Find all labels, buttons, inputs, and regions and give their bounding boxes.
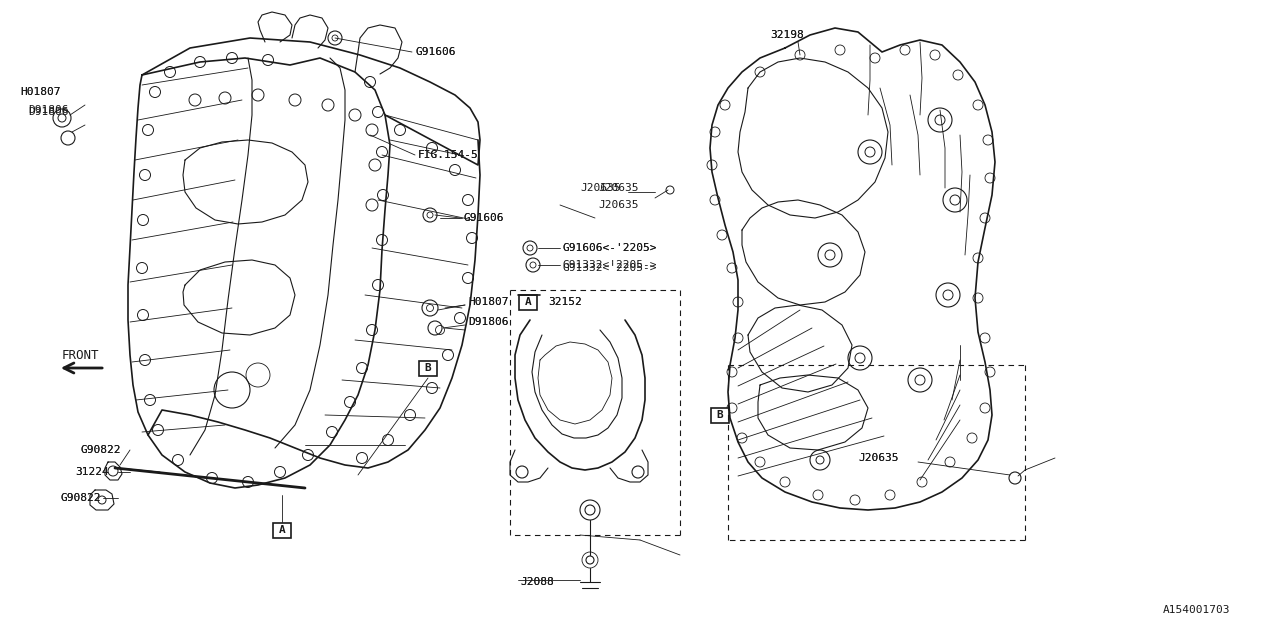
Text: G91606: G91606: [463, 213, 503, 223]
Text: 32198: 32198: [771, 30, 804, 40]
Text: D91806: D91806: [28, 107, 69, 117]
Text: J20635: J20635: [580, 183, 621, 193]
Text: 32152: 32152: [548, 297, 581, 307]
Text: G91332<'2205->: G91332<'2205->: [562, 263, 657, 273]
Text: G91332<'2205->: G91332<'2205->: [562, 260, 657, 270]
Text: H01807: H01807: [468, 297, 508, 307]
Text: D91806: D91806: [468, 317, 508, 327]
Text: A: A: [279, 525, 285, 535]
Text: H01807: H01807: [20, 87, 60, 97]
Text: G91606<-'2205>: G91606<-'2205>: [562, 243, 657, 253]
Text: G91606: G91606: [415, 47, 456, 57]
Text: G91606<-'2205>: G91606<-'2205>: [562, 243, 657, 253]
Text: J20635: J20635: [598, 183, 639, 193]
Text: G91606: G91606: [463, 213, 503, 223]
Text: G91606: G91606: [415, 47, 456, 57]
Text: B: B: [425, 363, 431, 373]
Text: J20635: J20635: [858, 453, 899, 463]
Text: G90822: G90822: [60, 493, 101, 503]
Text: A154001703: A154001703: [1162, 605, 1230, 615]
Text: 31224: 31224: [76, 467, 109, 477]
FancyBboxPatch shape: [710, 408, 730, 422]
Text: J20635: J20635: [598, 200, 639, 210]
Text: 32152: 32152: [548, 297, 581, 307]
Text: B: B: [717, 410, 723, 420]
Text: H01807: H01807: [20, 87, 60, 97]
Text: FIG.154-5: FIG.154-5: [419, 150, 479, 160]
Text: H01807: H01807: [468, 297, 508, 307]
FancyBboxPatch shape: [273, 522, 291, 538]
Text: FRONT: FRONT: [61, 349, 100, 362]
Text: J2088: J2088: [520, 577, 554, 587]
Text: D91806: D91806: [468, 317, 508, 327]
Text: 31224: 31224: [76, 467, 109, 477]
Text: G90822: G90822: [81, 445, 120, 455]
Text: A: A: [525, 297, 531, 307]
Text: G90822: G90822: [60, 493, 101, 503]
Text: J20635: J20635: [858, 453, 899, 463]
FancyBboxPatch shape: [518, 294, 538, 310]
Text: D91806: D91806: [28, 105, 69, 115]
Text: G90822: G90822: [81, 445, 120, 455]
Text: 32198: 32198: [771, 30, 804, 40]
Text: FIG.154-5: FIG.154-5: [419, 150, 479, 160]
Text: J2088: J2088: [520, 577, 554, 587]
FancyBboxPatch shape: [419, 360, 436, 376]
